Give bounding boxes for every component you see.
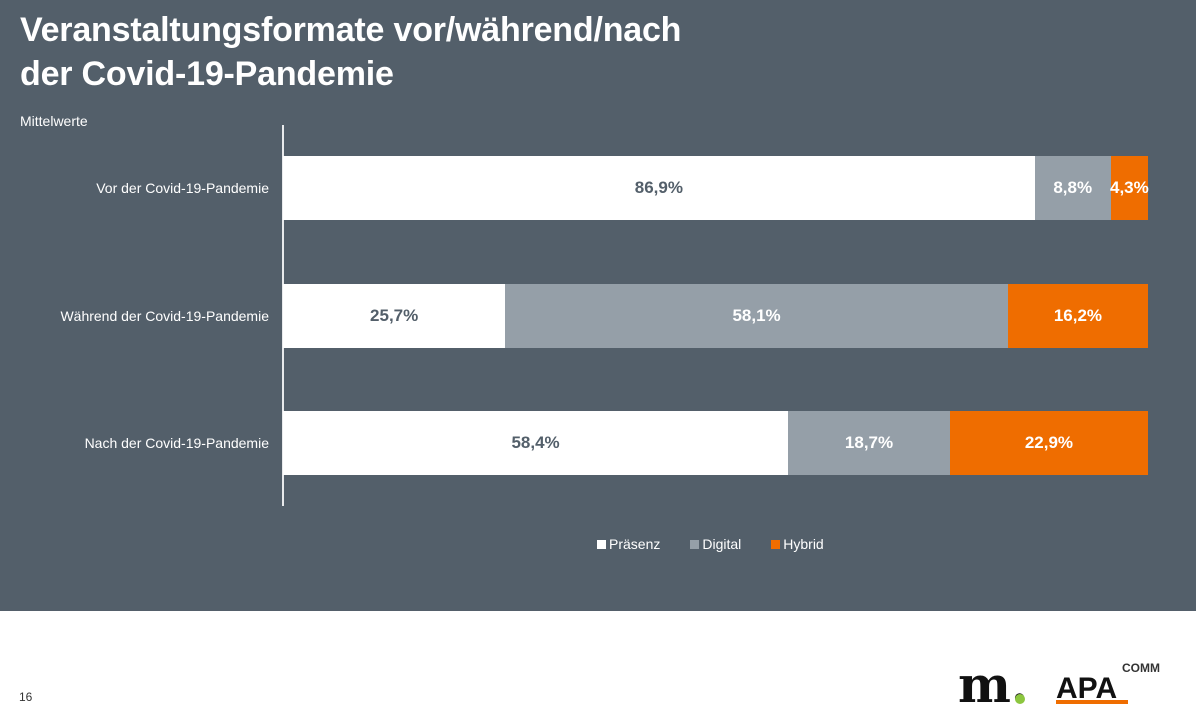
- bar-waehrend: 25,7% 58,1% 16,2%: [283, 284, 1148, 348]
- data-label-vor-praesenz: 86,9%: [634, 178, 683, 197]
- bar-segment-nach-digital: 18,7%: [788, 411, 950, 475]
- bar-segment-waehrend-praesenz: 25,7%: [283, 284, 506, 348]
- data-label-waehrend-digital: 58,1%: [732, 306, 781, 325]
- slide-panel: Veranstaltungsformate vor/während/nach d…: [0, 0, 1196, 611]
- chart-title: Veranstaltungsformate vor/während/nach d…: [20, 8, 681, 96]
- bar-segment-vor-praesenz: 86,9%: [283, 156, 1035, 220]
- data-label-nach-hybrid: 22,9%: [1024, 433, 1074, 452]
- legend: Präsenz Digital Hybrid: [597, 536, 824, 552]
- category-label-vor: Vor der Covid-19-Pandemie: [96, 180, 269, 196]
- apa-logo-super: COMM: [1122, 661, 1160, 675]
- legend-item-hybrid: Hybrid: [771, 536, 824, 552]
- legend-swatch-digital: [690, 539, 700, 549]
- data-label-vor-digital: 8,8%: [1053, 178, 1093, 197]
- title-line-2: der Covid-19-Pandemie: [20, 55, 394, 93]
- chart-subtitle: Mittelwerte: [20, 113, 88, 129]
- legend-label-praesenz: Präsenz: [609, 536, 661, 552]
- bar-vor: 86,9% 8,8% 4,3%: [283, 156, 1149, 220]
- data-label-nach-digital: 18,7%: [844, 433, 894, 452]
- bar-segment-nach-hybrid: 22,9%: [949, 411, 1148, 475]
- bar-segment-waehrend-hybrid: 16,2%: [1007, 284, 1148, 348]
- bar-segment-nach-praesenz: 58,4%: [283, 411, 789, 475]
- legend-label-digital: Digital: [702, 536, 742, 552]
- category-label-nach: Nach der Covid-19-Pandemie: [84, 435, 269, 451]
- category-label-waehrend: Während der Covid-19-Pandemie: [60, 308, 269, 324]
- bar-segment-vor-hybrid: 4,3%: [1110, 156, 1149, 220]
- legend-swatch-praesenz: [597, 539, 606, 549]
- bar-segment-waehrend-digital: 58,1%: [505, 284, 1008, 348]
- bar-nach: 58,4% 18,7% 22,9%: [283, 411, 1148, 475]
- data-label-waehrend-praesenz: 25,7%: [370, 306, 419, 325]
- legend-item-praesenz: Präsenz: [597, 536, 660, 552]
- m-logo: m.: [958, 663, 1028, 707]
- legend-label-hybrid: Hybrid: [783, 536, 824, 552]
- page-number: 16: [19, 690, 33, 704]
- data-label-vor-hybrid: 4,3%: [1110, 178, 1149, 197]
- legend-item-digital: Digital: [690, 536, 741, 552]
- bar-segment-vor-digital: 8,8%: [1034, 156, 1111, 220]
- data-label-waehrend-hybrid: 16,2%: [1053, 306, 1103, 325]
- data-label-nach-praesenz: 58,4%: [511, 433, 560, 452]
- apa-comm-logo: COMM APA: [1056, 661, 1160, 705]
- apa-logo-main: APA: [1056, 672, 1117, 705]
- title-line-1: Veranstaltungsformate vor/während/nach: [20, 11, 682, 49]
- legend-swatch-hybrid: [771, 539, 781, 549]
